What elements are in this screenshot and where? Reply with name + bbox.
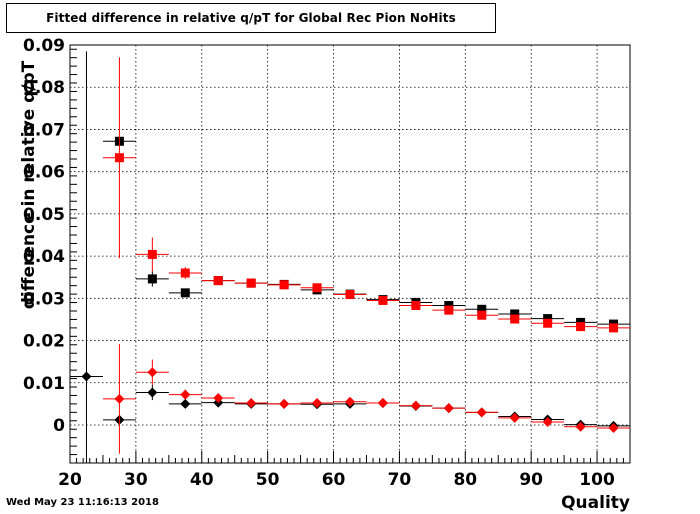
data-point-square [510, 309, 520, 319]
data-point-diamond [147, 387, 158, 398]
data-point-square [147, 249, 157, 259]
data-point-diamond [476, 407, 487, 418]
y-tick-label: 0.01 [23, 374, 65, 394]
axes: 20 30 40 50 60 70 80 90 100 0 0.01 0.02 0.03 0.04 0.05… [23, 36, 631, 490]
plot-frame [69, 44, 631, 464]
y-tick-label: 0.07 [23, 120, 65, 140]
data-point-diamond [410, 400, 421, 411]
data-point-square [411, 301, 421, 311]
y-tick-label: 0.04 [23, 247, 65, 267]
data-point-square [510, 314, 520, 324]
y-tick-label: 0.03 [23, 289, 65, 309]
data-point-square [279, 280, 289, 290]
data-series [70, 51, 630, 463]
x-tick-label: 20 [58, 470, 82, 490]
y-tick-label: 0.02 [23, 332, 65, 352]
y-tick-label: 0.08 [23, 78, 65, 98]
data-point-diamond [377, 398, 388, 409]
y-axis-label: difference in relative q/pT [19, 60, 39, 310]
series-1 [102, 57, 630, 333]
data-point-diamond [575, 421, 586, 432]
data-point-square [543, 318, 553, 328]
data-point-square [444, 301, 454, 311]
x-tick-label: 60 [322, 470, 346, 490]
series-0 [102, 136, 630, 329]
data-point-diamond [246, 398, 257, 409]
data-point-diamond [147, 367, 158, 378]
data-point-diamond [509, 412, 520, 423]
grid-lines [70, 44, 630, 463]
data-point-square [147, 274, 157, 284]
x-axis-label: Quality [561, 493, 630, 513]
x-tick-label: 70 [388, 470, 412, 490]
data-point-square [543, 314, 553, 324]
x-tick-label: 40 [190, 470, 214, 490]
data-point-square [180, 268, 190, 278]
data-point-square [477, 304, 487, 314]
x-tick-label: 80 [453, 470, 477, 490]
y-tick-label: 0.06 [23, 163, 65, 183]
data-point-square [246, 278, 256, 288]
data-point-square [378, 295, 388, 305]
series-3 [102, 343, 630, 454]
data-point-square [114, 153, 124, 163]
data-point-diamond [608, 422, 619, 433]
timestamp: Wed May 23 11:16:13 2018 [6, 497, 159, 508]
data-point-diamond [542, 417, 553, 428]
data-point-square [477, 310, 487, 320]
data-point-diamond [443, 403, 454, 414]
data-point-diamond [345, 396, 355, 407]
x-tick-label: 50 [256, 470, 280, 490]
y-tick-label: 0.09 [23, 36, 65, 56]
data-point-square [609, 323, 619, 333]
chart-title-box: Fitted difference in relative q/pT for G… [6, 3, 496, 33]
y-tick-label: 0.05 [23, 205, 65, 225]
data-point-square [345, 290, 355, 300]
data-point-square [213, 276, 223, 286]
x-tick-label: 90 [519, 470, 543, 490]
x-tick-label: 100 [579, 470, 615, 490]
data-point-square [312, 283, 322, 293]
y-tick-label: 0 [53, 416, 65, 436]
data-point-square [180, 288, 190, 298]
chart-title: Fitted difference in relative q/pT for G… [46, 11, 456, 25]
data-point-diamond [114, 393, 125, 404]
data-point-diamond [180, 389, 191, 400]
data-point-square [576, 322, 586, 332]
data-point-diamond [180, 398, 191, 409]
data-point-diamond [213, 392, 224, 403]
data-point-diamond [81, 371, 92, 382]
data-point-diamond [312, 398, 323, 409]
data-point-diamond [279, 398, 290, 409]
data-point-square [444, 305, 454, 315]
x-tick-label: 30 [124, 470, 148, 490]
